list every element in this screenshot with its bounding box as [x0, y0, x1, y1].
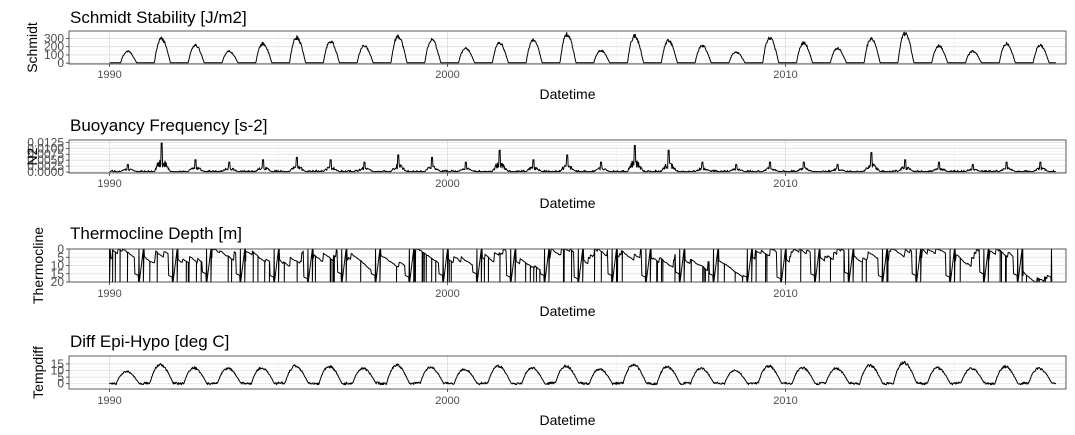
- y-tick-label: 10: [51, 364, 65, 378]
- y-tick-label: 10: [51, 259, 65, 273]
- y-tick-label: 20: [51, 275, 65, 289]
- y-tick-label: 300: [44, 31, 64, 45]
- y-tick-label: 100: [44, 48, 64, 62]
- x-axis-title: Datetime: [539, 412, 595, 428]
- panel-title: Diff Epi-Hypo [deg C]: [70, 332, 229, 351]
- y-tick-label: 0: [57, 242, 64, 256]
- y-tick-label: 0: [57, 56, 64, 70]
- panel-border: [68, 355, 1067, 390]
- y-axis-title: Schmidt: [24, 22, 40, 73]
- y-tick-label: 0.0100: [27, 141, 64, 155]
- y-tick-label: 0.0075: [27, 147, 64, 161]
- x-tick-label: 2000: [435, 69, 459, 81]
- panel-border: [68, 30, 1067, 65]
- panel-title: Buoyancy Frequency [s-2]: [70, 116, 267, 135]
- y-axis-title: N2: [24, 147, 40, 165]
- y-tick-label: 200: [44, 40, 64, 54]
- x-tick-label: 1990: [97, 288, 121, 300]
- y-tick-label: 0.0025: [27, 159, 64, 173]
- panel-border: [68, 139, 1067, 174]
- y-tick-label: 0.0000: [27, 165, 64, 179]
- y-axis-title: Tempdiff: [30, 346, 46, 399]
- y-axis-title: Thermocline: [30, 227, 46, 304]
- x-tick-label: 1990: [97, 69, 121, 81]
- x-tick-label: 2000: [435, 395, 459, 407]
- x-axis-title: Datetime: [539, 303, 595, 319]
- y-tick-label: 5: [57, 370, 64, 384]
- y-tick-label: 15: [51, 357, 65, 371]
- y-tick-label: 0.0125: [27, 135, 64, 149]
- x-tick-label: 2010: [773, 395, 797, 407]
- x-tick-label: 1990: [97, 395, 121, 407]
- y-tick-label: 5: [57, 250, 64, 264]
- x-tick-label: 2010: [773, 178, 797, 190]
- y-tick-label: 0.0050: [27, 153, 64, 167]
- x-tick-label: 2000: [435, 288, 459, 300]
- x-tick-label: 2010: [773, 69, 797, 81]
- x-axis-title: Datetime: [539, 195, 595, 211]
- y-tick-label: 0: [57, 377, 64, 391]
- panel-title: Thermocline Depth [m]: [70, 224, 242, 243]
- series-line: [109, 360, 1057, 386]
- x-axis-title: Datetime: [539, 86, 595, 102]
- panel-title: Schmidt Stability [J/m2]: [70, 8, 247, 27]
- y-tick-label: 15: [51, 267, 65, 281]
- series-line: [109, 142, 1056, 173]
- x-tick-label: 2010: [773, 288, 797, 300]
- series-line: [109, 31, 1056, 64]
- x-tick-label: 2000: [435, 178, 459, 190]
- x-tick-label: 1990: [97, 178, 121, 190]
